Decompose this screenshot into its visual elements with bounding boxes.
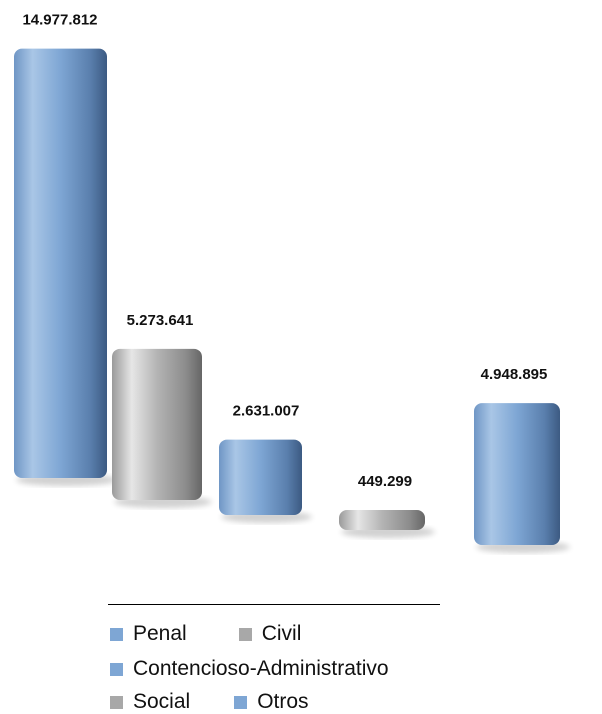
legend-label-civil: Civil <box>261 622 302 645</box>
legend-entry-contencioso-administrativo: Contencioso-Administrativo <box>110 657 389 681</box>
legend-row-1: Penal Civil <box>110 622 301 646</box>
legend-swatch-penal <box>110 627 123 641</box>
legend-row-3: Social Otros <box>110 690 309 714</box>
bar-civil <box>112 348 202 500</box>
bar-group-otros: 4.948.895 <box>474 366 570 553</box>
legend-swatch-civil <box>238 627 252 641</box>
legend-divider <box>108 604 440 605</box>
value-label-penal: 14.977.812 <box>22 12 97 29</box>
value-label-civil: 5.273.641 <box>127 312 194 329</box>
legend-swatch-contencioso-administrativo <box>110 662 123 676</box>
legend-label-otros: Otros <box>257 690 309 713</box>
bar-contencioso-administrativo <box>219 439 302 515</box>
bar-group-contencioso-administrativo: 2.631.007 <box>219 403 312 523</box>
legend-entry-otros: Otros <box>234 690 309 714</box>
bar-penal <box>14 48 107 479</box>
legend-swatch-social <box>110 695 123 709</box>
legend-label-contencioso-administrativo: Contencioso-Administrativo <box>133 657 389 680</box>
bar-social <box>339 510 425 530</box>
bar-chart: 14.977.812 5.273.641 2.631.007 449.299 4… <box>14 12 570 553</box>
bar-group-social: 449.299 <box>339 473 435 538</box>
bar-otros <box>474 403 560 545</box>
value-label-social: 449.299 <box>358 473 412 490</box>
legend-entry-penal: Penal <box>110 622 187 646</box>
legend-label-penal: Penal <box>133 622 187 645</box>
value-label-otros: 4.948.895 <box>481 366 548 383</box>
bar-group-penal: 14.977.812 <box>14 12 117 486</box>
legend-row-2: Contencioso-Administrativo <box>110 657 389 681</box>
legend-label-social: Social <box>133 690 191 713</box>
legend-swatch-otros <box>234 695 248 709</box>
bar-group-civil: 5.273.641 <box>112 312 212 508</box>
value-label-contencioso-administrativo: 2.631.007 <box>233 403 300 420</box>
legend-entry-social: Social <box>110 690 190 714</box>
legend-entry-civil: Civil <box>238 622 302 646</box>
